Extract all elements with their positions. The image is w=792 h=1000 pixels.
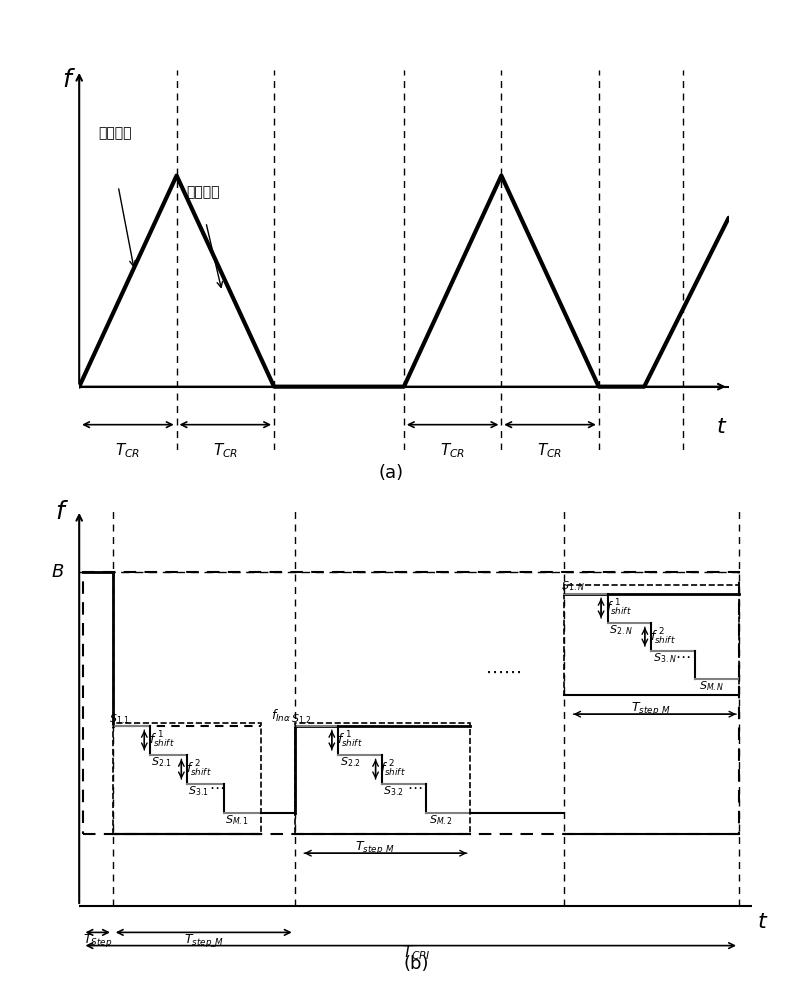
- Text: $T_{step\_M}$: $T_{step\_M}$: [356, 839, 395, 856]
- Text: $S_{3.N}$: $S_{3.N}$: [653, 651, 676, 665]
- Text: $T_{Step}$: $T_{Step}$: [83, 932, 112, 949]
- Text: $f_{In\alpha}$: $f_{In\alpha}$: [271, 708, 291, 724]
- Text: $T_{step\_M}$: $T_{step\_M}$: [631, 700, 672, 717]
- Text: $S_{3.2}$: $S_{3.2}$: [383, 784, 404, 798]
- Text: $S_{2.1}$: $S_{2.1}$: [151, 755, 172, 769]
- Text: $S_{2.2}$: $S_{2.2}$: [340, 755, 360, 769]
- Text: $f_{shift}^{\ 2}$: $f_{shift}^{\ 2}$: [380, 759, 406, 779]
- Text: $f_{shift}^{\ 1}$: $f_{shift}^{\ 1}$: [606, 598, 631, 618]
- Text: $\cdots$: $\cdots$: [209, 779, 224, 794]
- Text: 下扫频段: 下扫频段: [186, 186, 220, 200]
- Text: $S_{M.2}$: $S_{M.2}$: [429, 813, 453, 827]
- Text: $S_{1.N}$: $S_{1.N}$: [561, 579, 584, 593]
- Text: $\cdots\cdots$: $\cdots\cdots$: [485, 663, 521, 681]
- Text: $T_{CPI}$: $T_{CPI}$: [402, 943, 430, 962]
- Text: $T_{CR}$: $T_{CR}$: [213, 442, 238, 460]
- Text: $T_{CR}$: $T_{CR}$: [538, 442, 562, 460]
- Text: (a): (a): [379, 464, 403, 482]
- Text: $S_{1.1}$: $S_{1.1}$: [109, 712, 130, 726]
- Text: $B$: $B$: [51, 563, 64, 581]
- Text: $f_{shift}^{\ 1}$: $f_{shift}^{\ 1}$: [149, 730, 175, 750]
- Text: $f_{shift}^{\ 2}$: $f_{shift}^{\ 2}$: [649, 627, 676, 647]
- Text: 上扫频段: 上扫频段: [99, 127, 132, 141]
- Text: (b): (b): [403, 955, 428, 973]
- Text: $t$: $t$: [717, 417, 728, 437]
- Text: $S_{M.1}$: $S_{M.1}$: [225, 813, 249, 827]
- Text: $T_{CR}$: $T_{CR}$: [440, 442, 465, 460]
- Text: $S_{M.N}$: $S_{M.N}$: [699, 680, 724, 693]
- Text: $S_{1.2}$: $S_{1.2}$: [291, 712, 311, 726]
- Text: $\cdots$: $\cdots$: [675, 648, 690, 663]
- Text: $S_{3.1}$: $S_{3.1}$: [188, 784, 209, 798]
- Text: $S_{2.N}$: $S_{2.N}$: [609, 623, 633, 637]
- Text: $f_{shift}^{\ 1}$: $f_{shift}^{\ 1}$: [337, 730, 362, 750]
- Text: $t$: $t$: [757, 912, 768, 932]
- Text: $\cdots$: $\cdots$: [407, 779, 423, 794]
- Text: $T_{step\_M}$: $T_{step\_M}$: [184, 932, 224, 949]
- Text: $f$: $f$: [55, 500, 70, 524]
- Text: $T_{CR}$: $T_{CR}$: [116, 442, 140, 460]
- Text: $f_{shift}^{\ 2}$: $f_{shift}^{\ 2}$: [186, 759, 211, 779]
- Text: $f$: $f$: [63, 68, 77, 92]
